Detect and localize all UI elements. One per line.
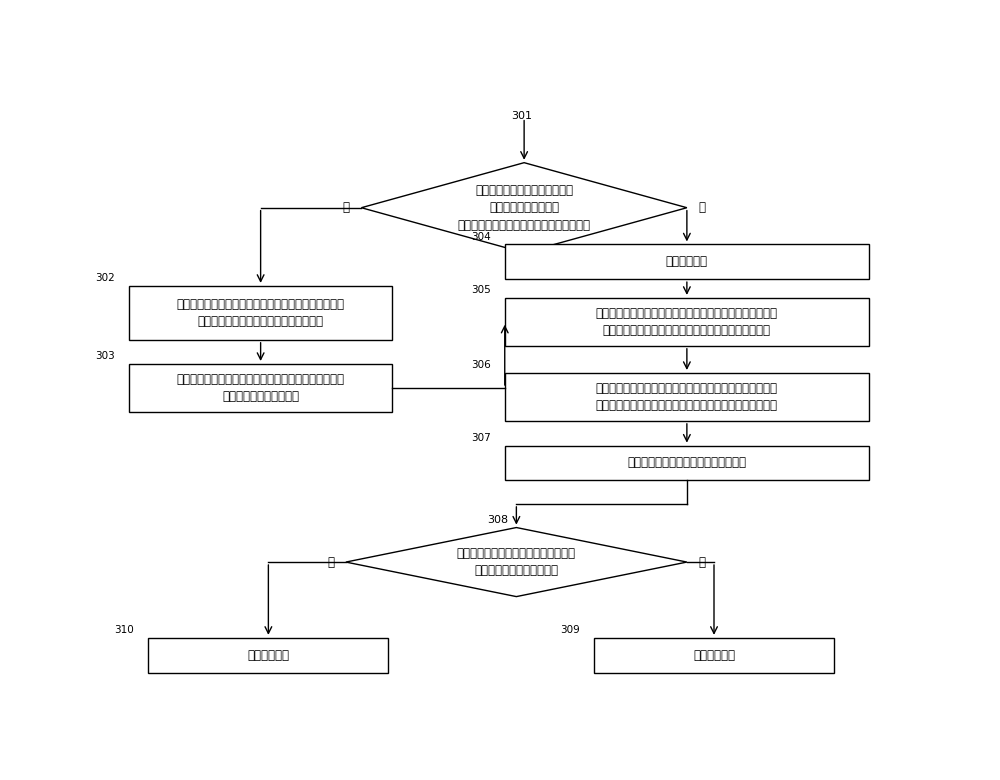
- Text: 306: 306: [471, 360, 491, 370]
- Text: 生成出场记录: 生成出场记录: [247, 649, 289, 661]
- Bar: [129, 363, 392, 412]
- Bar: [505, 298, 869, 346]
- Text: 在道闸为开启状态下，若通过出口控制机检测到有车辆进入
出口识别区域时，则获取出口控制机识别到的第一车牌: 在道闸为开启状态下，若通过出口控制机检测到有车辆进入 出口识别区域时，则获取出口…: [596, 307, 778, 337]
- Text: 305: 305: [471, 285, 491, 296]
- Bar: [505, 244, 869, 279]
- Text: 301: 301: [511, 111, 532, 121]
- Bar: [148, 638, 388, 672]
- Text: 当定时器的计时结束后，若入口控制机检测到有车辆等
待入场，则控制道闸开启: 当定时器的计时结束后，若入口控制机检测到有车辆等 待入场，则控制道闸开启: [177, 373, 345, 403]
- Text: 是: 是: [343, 201, 350, 215]
- Text: 308: 308: [488, 515, 509, 525]
- Text: 否: 否: [698, 201, 706, 215]
- Text: 310: 310: [115, 626, 134, 636]
- Text: 根据第一车牌和第二车牌进行尾牌过滤: 根据第一车牌和第二车牌进行尾牌过滤: [627, 456, 746, 470]
- Bar: [505, 445, 869, 480]
- Text: 否: 否: [698, 555, 706, 569]
- Text: 303: 303: [95, 352, 115, 361]
- Bar: [594, 638, 834, 672]
- Text: 在道闸为开启状态下，若通过入口控制机再次检测到有车辆
进入入口识别区域时，则获取入口控制机识别到的第二车牌: 在道闸为开启状态下，若通过入口控制机再次检测到有车辆 进入入口识别区域时，则获取…: [596, 381, 778, 412]
- Text: 是: 是: [327, 555, 334, 569]
- Text: 通过入口控制机的显示屏显示提示信息并开启定时器，
所述提示信息用于提示所述车辆等待通行: 通过入口控制机的显示屏显示提示信息并开启定时器， 所述提示信息用于提示所述车辆等…: [177, 297, 345, 328]
- Text: 控制道闸开启: 控制道闸开启: [666, 255, 708, 268]
- Text: 307: 307: [471, 433, 491, 443]
- Polygon shape: [346, 527, 687, 597]
- Text: 当确定第二车牌为出场车辆的尾牌时，
判断出场车辆是否缴费成功: 当确定第二车牌为出场车辆的尾牌时， 判断出场车辆是否缴费成功: [457, 547, 576, 577]
- Text: 生成逃费事件: 生成逃费事件: [693, 649, 735, 661]
- Text: 304: 304: [471, 232, 491, 242]
- Text: 302: 302: [95, 273, 115, 283]
- Text: 309: 309: [560, 626, 580, 636]
- Bar: [505, 373, 869, 421]
- Polygon shape: [361, 163, 687, 253]
- Text: 当通过入口控制机检测到有车辆
进入入口识别区域时，
则判断出口控制机是否存在等待缴费的车辆: 当通过入口控制机检测到有车辆 进入入口识别区域时， 则判断出口控制机是否存在等待…: [458, 184, 591, 232]
- Bar: [129, 285, 392, 340]
